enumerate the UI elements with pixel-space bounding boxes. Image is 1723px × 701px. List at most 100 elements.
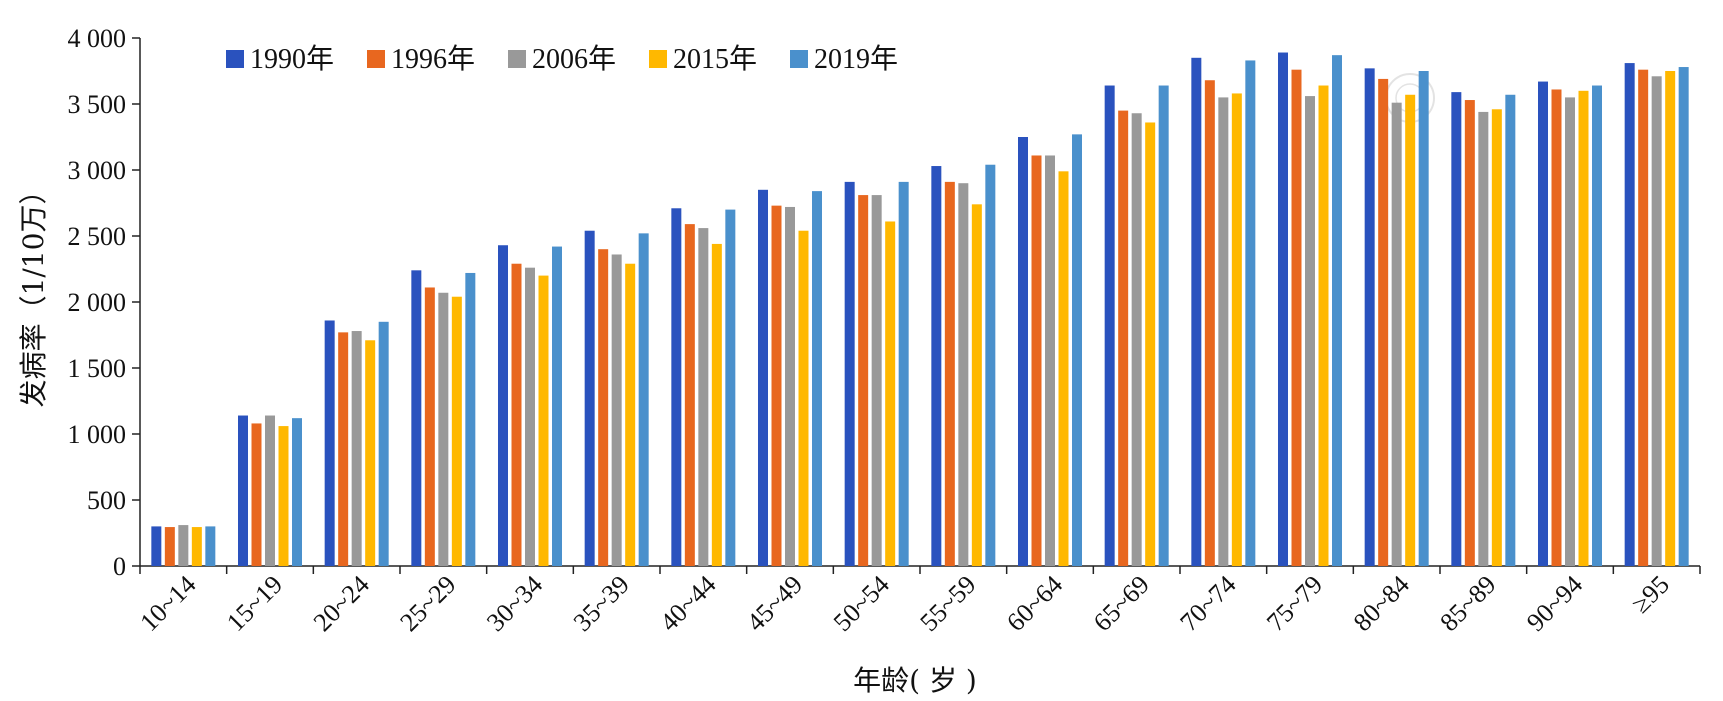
bar [1058, 171, 1069, 566]
legend-swatch [649, 50, 667, 68]
x-tick-label: 70~74 [1174, 570, 1241, 637]
bar [1418, 71, 1429, 566]
bar [944, 181, 955, 566]
bar [985, 164, 996, 566]
x-tick-label: 20~24 [308, 570, 375, 637]
x-tick-label: 45~49 [741, 570, 808, 637]
bar [971, 204, 982, 566]
y-tick-label: 1 500 [68, 354, 127, 383]
bar [378, 321, 389, 566]
bar [511, 263, 522, 566]
y-tick-label: 3 000 [68, 156, 127, 185]
y-axis-ticks: 0 500 1 000 1 500 2 000 2 500 3 000 3 500 4 000 [68, 24, 140, 581]
bar [1204, 80, 1215, 567]
bar [525, 267, 535, 566]
legend-label: 2019年 [814, 43, 898, 75]
bar [324, 320, 335, 566]
bar [1072, 134, 1082, 567]
bar [1378, 78, 1389, 567]
bar [885, 221, 896, 567]
bar [238, 415, 248, 566]
bar [858, 195, 869, 566]
bar [151, 526, 162, 566]
bar [1651, 76, 1662, 566]
x-tick-label: 65~69 [1088, 570, 1155, 637]
bar [178, 525, 189, 566]
x-tick-label: 15~19 [221, 570, 288, 637]
bar [465, 272, 476, 566]
x-tick-label: 85~89 [1434, 570, 1501, 637]
bar [698, 228, 709, 566]
x-tick-label: 55~59 [914, 570, 981, 637]
bar [1678, 67, 1689, 566]
bar [1291, 69, 1302, 567]
bar [411, 270, 422, 566]
x-tick-label: 40~44 [654, 570, 721, 637]
legend-swatch [367, 50, 385, 68]
bar [1305, 96, 1315, 566]
bar [1491, 109, 1502, 566]
x-tick-label: 90~94 [1521, 570, 1588, 637]
bar [451, 296, 462, 566]
bar [758, 189, 768, 567]
x-tick-label: 35~39 [568, 570, 635, 637]
bar [205, 526, 216, 566]
bar [771, 205, 782, 566]
bar [251, 423, 262, 566]
bar [365, 340, 376, 566]
bar [552, 246, 562, 566]
bar [844, 181, 855, 566]
bar [1665, 71, 1676, 566]
bar [538, 275, 549, 566]
bar [1638, 69, 1649, 567]
bar [584, 230, 595, 566]
x-tick-label: 10~14 [134, 570, 201, 637]
bar [338, 332, 349, 566]
bar [1332, 55, 1342, 566]
bar [725, 209, 736, 566]
x-tick-label: 30~34 [481, 570, 548, 637]
bar [1045, 155, 1055, 567]
x-tick-label: 50~54 [828, 570, 895, 637]
x-axis-ticks: 10~14 15~19 20~24 25~29 30~34 35~39 40~44 45~49… [134, 566, 1701, 637]
legend-label: 1990年 [250, 43, 334, 75]
bar [1278, 52, 1288, 566]
bar [1538, 81, 1548, 566]
y-tick-label: 1 000 [68, 420, 127, 449]
legend-swatch [508, 50, 526, 68]
x-tick-label: 80~84 [1348, 570, 1415, 637]
bar [638, 233, 649, 567]
x-tick-label: 75~79 [1261, 570, 1328, 637]
bar [351, 331, 362, 566]
y-tick-label: 0 [113, 552, 126, 581]
bar [1592, 85, 1602, 567]
bar [898, 181, 909, 566]
y-tick-label: 2 000 [68, 288, 127, 317]
x-axis-title: 年龄( 岁 ) [853, 664, 977, 697]
bar [1405, 94, 1416, 566]
bar [1231, 93, 1242, 566]
legend-label: 1996年 [391, 43, 475, 75]
bar [671, 208, 682, 566]
bar [1218, 97, 1229, 567]
bar [1565, 97, 1575, 567]
bar [424, 287, 435, 566]
bar [1318, 85, 1329, 567]
bar [931, 166, 942, 567]
bar [1118, 110, 1129, 566]
bar [1104, 85, 1115, 567]
y-tick-label: 2 500 [68, 222, 127, 251]
y-tick-label: 500 [87, 486, 126, 515]
bar [958, 183, 969, 566]
x-tick-label: ≥95 [1626, 570, 1675, 619]
bar [1464, 100, 1475, 566]
legend-label: 2006年 [532, 43, 616, 75]
y-axis-title: 发病率（1/10万） [17, 177, 50, 408]
bar [1391, 102, 1402, 567]
bar [1018, 137, 1028, 566]
bar [438, 292, 449, 566]
bar [798, 230, 809, 566]
bar [785, 206, 795, 566]
x-tick-label: 60~64 [1001, 570, 1068, 637]
